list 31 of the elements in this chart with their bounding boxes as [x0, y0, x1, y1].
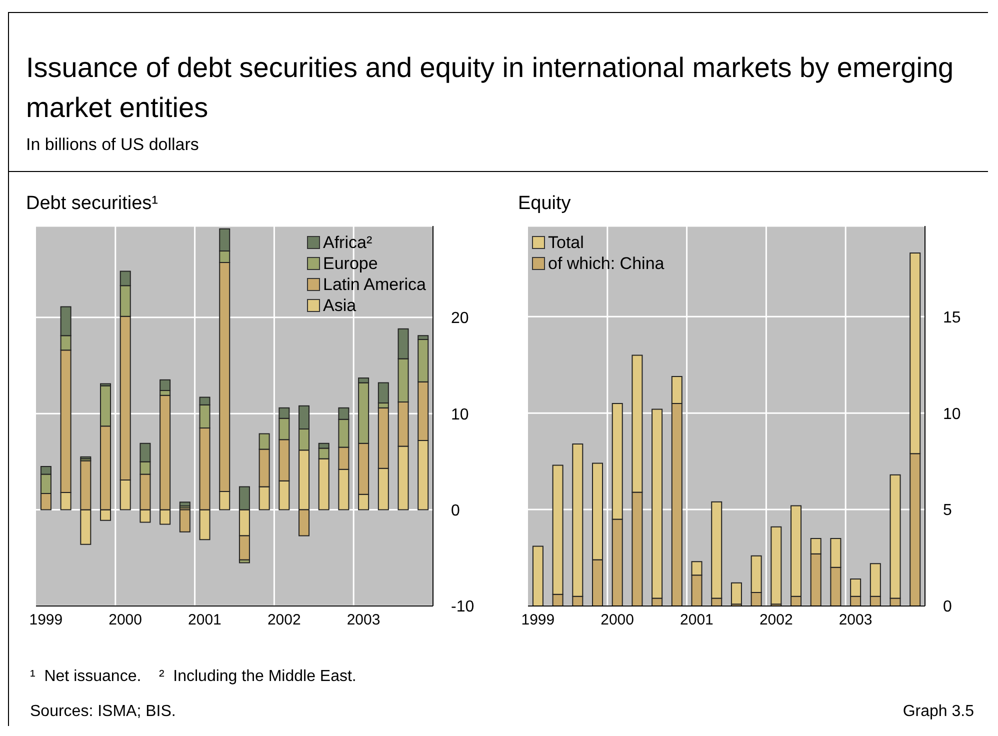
- chart-subtitle: In billions of US dollars: [26, 135, 199, 155]
- x-tick-label: 2000: [600, 612, 634, 629]
- x-tick-label: 2002: [267, 612, 301, 629]
- y-tick-label: 20: [451, 310, 469, 328]
- caption: Graph 3.5: [902, 703, 974, 721]
- x-tick-label: 2000: [108, 612, 142, 629]
- chart-title: Equity: [518, 193, 572, 216]
- y-tick-label: 0: [451, 502, 460, 520]
- y-tick-label: 15: [943, 309, 961, 326]
- x-tick-label: 1999: [29, 612, 63, 629]
- legend-label: of which: China: [548, 253, 664, 274]
- x-tick-label: 2001: [680, 612, 714, 629]
- legend-label: Asia: [323, 295, 356, 316]
- text: Debt securities¹: [26, 193, 159, 216]
- x-tick-label: 2002: [759, 612, 793, 629]
- legend-label: Africa²: [323, 232, 372, 253]
- legend-label: Total: [548, 232, 584, 253]
- y-tick-label: 10: [451, 406, 469, 424]
- legend-label: Europe: [323, 253, 378, 274]
- x-tick-label: 2003: [838, 612, 872, 629]
- legend-label: Latin America: [323, 274, 426, 295]
- source-note: Sources: ISMA; BIS.: [30, 703, 176, 721]
- y-tick-label: -10: [451, 598, 474, 616]
- text: Issuance of debt securities and equity in international markets by emerging market entities: [26, 51, 955, 125]
- y-tick-label: 0: [943, 598, 952, 616]
- text: ¹ Net issuance. ² Including the Middle East.: [30, 668, 356, 686]
- x-tick-label: 1999: [521, 612, 555, 629]
- y-tick-label: 10: [943, 406, 961, 423]
- y-tick-label: 5: [943, 502, 952, 520]
- x-tick-label: 2001: [188, 612, 222, 629]
- x-tick-label: 2003: [346, 612, 380, 629]
